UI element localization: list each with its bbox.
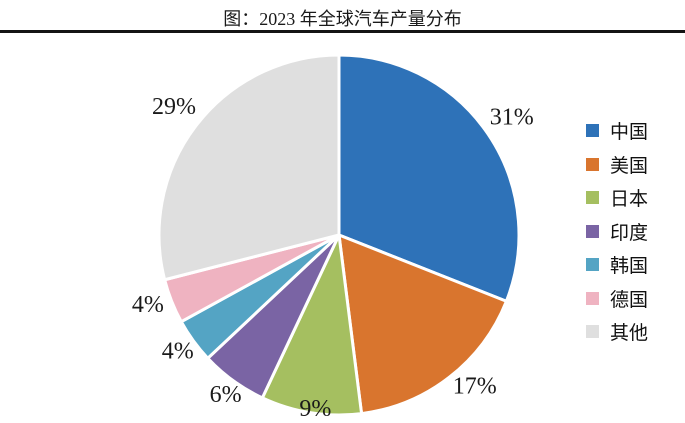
legend-label: 韩国	[610, 256, 649, 278]
legend-swatch-icon	[586, 258, 599, 272]
legend-label: 印度	[610, 222, 649, 244]
legend: 中国美国日本印度韩国德国其他	[586, 114, 648, 349]
pie-labels-group: 31% 17% 9% 6% 4% 4% 29%	[132, 94, 534, 422]
legend-swatch-icon	[586, 124, 599, 138]
slice-label-日本: 9%	[299, 396, 331, 422]
pie-slice-其他	[157, 53, 341, 282]
pie-slices-group	[157, 53, 521, 417]
pie-slice-日本	[260, 233, 364, 417]
pie-slice-中国	[337, 53, 521, 303]
slice-label-中国: 31%	[490, 105, 534, 131]
legend-item-韩国: 韩国	[586, 248, 648, 282]
legend-item-日本: 日本	[586, 181, 648, 215]
legend-label: 美国	[610, 155, 649, 177]
pie-slice-美国	[337, 233, 508, 416]
legend-label: 中国	[610, 122, 649, 144]
slice-label-印度: 6%	[210, 382, 242, 408]
slice-label-韩国: 4%	[162, 338, 194, 364]
legend-item-其他: 其他	[586, 315, 648, 349]
chart-title: 图：2023 年全球汽车产量分布	[223, 9, 462, 29]
legend-swatch-icon	[586, 224, 599, 238]
legend-item-中国: 中国	[586, 114, 648, 148]
legend-swatch-icon	[586, 157, 599, 171]
legend-item-印度: 印度	[586, 215, 648, 249]
legend-label: 日本	[610, 189, 649, 211]
legend-swatch-icon	[586, 325, 599, 339]
legend-item-美国: 美国	[586, 148, 648, 182]
slice-label-其他: 29%	[152, 94, 196, 120]
legend-swatch-icon	[586, 191, 599, 205]
legend-swatch-icon	[586, 291, 599, 305]
slice-label-德国: 4%	[132, 292, 164, 318]
legend-label: 德国	[610, 289, 649, 311]
legend-item-德国: 德国	[586, 282, 648, 316]
legend-label: 其他	[610, 323, 649, 345]
title-divider	[0, 30, 685, 33]
slice-label-美国: 17%	[453, 374, 497, 400]
